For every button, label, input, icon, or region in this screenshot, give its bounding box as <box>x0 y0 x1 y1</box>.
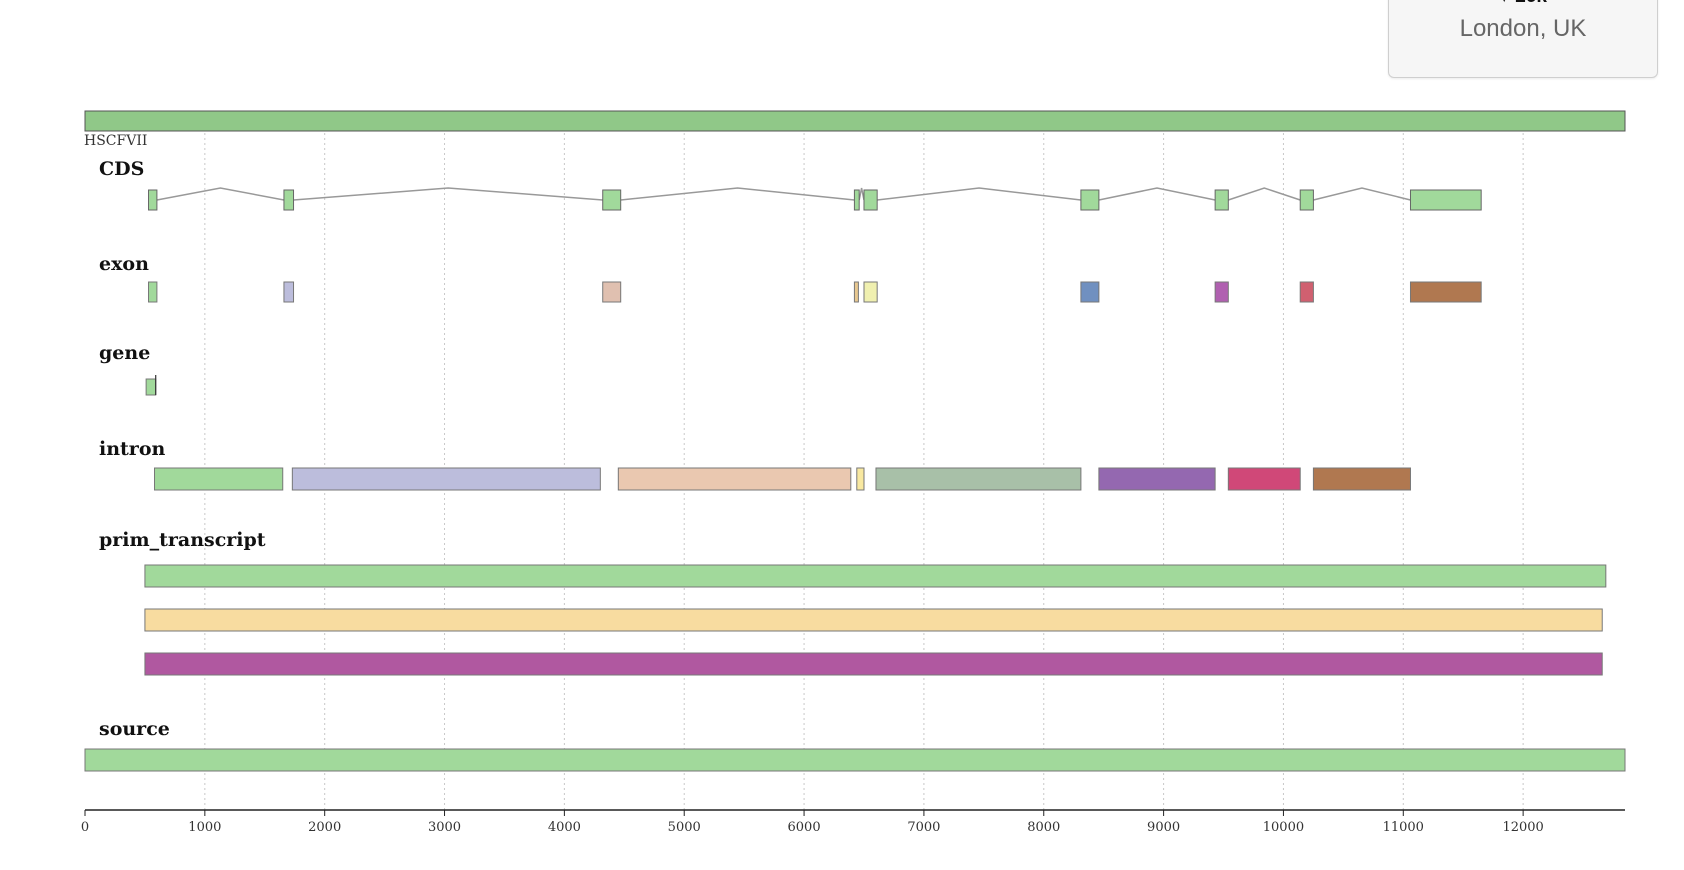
sequence-bar <box>84 110 1626 132</box>
x-tick-label: 8000 <box>1027 820 1060 835</box>
cds-segment <box>1409 189 1482 211</box>
transcript-bar <box>144 652 1603 676</box>
source-segment <box>84 748 1626 772</box>
x-tick-label: 3000 <box>428 820 461 835</box>
x-tick-label: 5000 <box>668 820 701 835</box>
cds-segment <box>1299 189 1314 211</box>
exon-segment <box>853 281 859 303</box>
intron-segment <box>1098 467 1216 491</box>
intron-segment <box>856 467 865 491</box>
cds-connector <box>156 187 285 201</box>
cds-connector <box>1313 187 1411 201</box>
sequence-name: HSCFVII <box>84 133 147 149</box>
cds-segment <box>602 189 622 211</box>
likes-count: ♥ 26k <box>1389 0 1657 5</box>
x-tick-label: 12000 <box>1502 820 1543 835</box>
track-cds: CDS <box>99 158 1482 211</box>
cds-connector <box>293 187 603 201</box>
heart-icon: ♥ <box>1499 0 1509 5</box>
track-label-cds: CDS <box>99 158 144 180</box>
likes-count-value: 26k <box>1515 0 1547 5</box>
track-label-exon: exon <box>99 253 149 275</box>
exon-segment <box>1409 281 1482 303</box>
x-tick-label: 11000 <box>1383 820 1424 835</box>
cds-connector <box>620 187 855 201</box>
cds-segment <box>853 189 860 211</box>
exon-segment <box>283 281 295 303</box>
intron-segment <box>875 467 1082 491</box>
exon-segment <box>148 281 158 303</box>
cds-segment <box>1080 189 1100 211</box>
track-label-gene: gene <box>99 342 150 364</box>
track-intron: intron <box>99 438 1411 491</box>
transcript-bar <box>144 608 1603 632</box>
cds-segment <box>148 189 158 211</box>
exon-segment <box>1080 281 1100 303</box>
location-label: London, UK <box>1459 15 1587 42</box>
intron-segment <box>154 467 284 491</box>
x-tick-label: 4000 <box>548 820 581 835</box>
x-tick-label: 6000 <box>788 820 821 835</box>
transcript-bar <box>144 564 1607 588</box>
exon-segment <box>863 281 878 303</box>
intron-segment <box>1227 467 1301 491</box>
track-label-source: source <box>99 718 170 740</box>
x-tick-label: 9000 <box>1147 820 1180 835</box>
cds-connector <box>877 187 1081 201</box>
cds-connector <box>1098 187 1216 201</box>
cds-segment <box>283 189 295 211</box>
intron-segment <box>1312 467 1411 491</box>
intron-segment <box>617 467 852 491</box>
track-source: source <box>84 718 1626 772</box>
x-tick-label: 1000 <box>188 820 221 835</box>
exon-segment <box>602 281 622 303</box>
track-exon: exon <box>99 253 1482 303</box>
x-axis: 0 1000 2000 3000 4000 5000 6000 7000 8000 9000 100… <box>81 809 1625 835</box>
track-label-intron: intron <box>99 438 165 460</box>
x-tick-label: 7000 <box>907 820 940 835</box>
track-label-prim-transcript: prim_transcript <box>99 529 266 551</box>
x-tick-label: 2000 <box>308 820 341 835</box>
gene-segment <box>145 378 157 396</box>
track-gene: gene <box>99 342 157 396</box>
cds-connector <box>1228 187 1301 201</box>
cds-connector <box>858 187 865 201</box>
track-prim-transcript: prim_transcript <box>99 529 1607 676</box>
intron-segment <box>291 467 601 491</box>
profile-card[interactable]: ♥ 26k London, UK <box>1388 0 1658 78</box>
exon-segment <box>1299 281 1314 303</box>
cds-segment <box>1214 189 1229 211</box>
x-tick-label: 0 <box>81 820 89 835</box>
exon-segment <box>1214 281 1229 303</box>
cds-segment <box>863 189 878 211</box>
x-tick-label: 10000 <box>1263 820 1304 835</box>
